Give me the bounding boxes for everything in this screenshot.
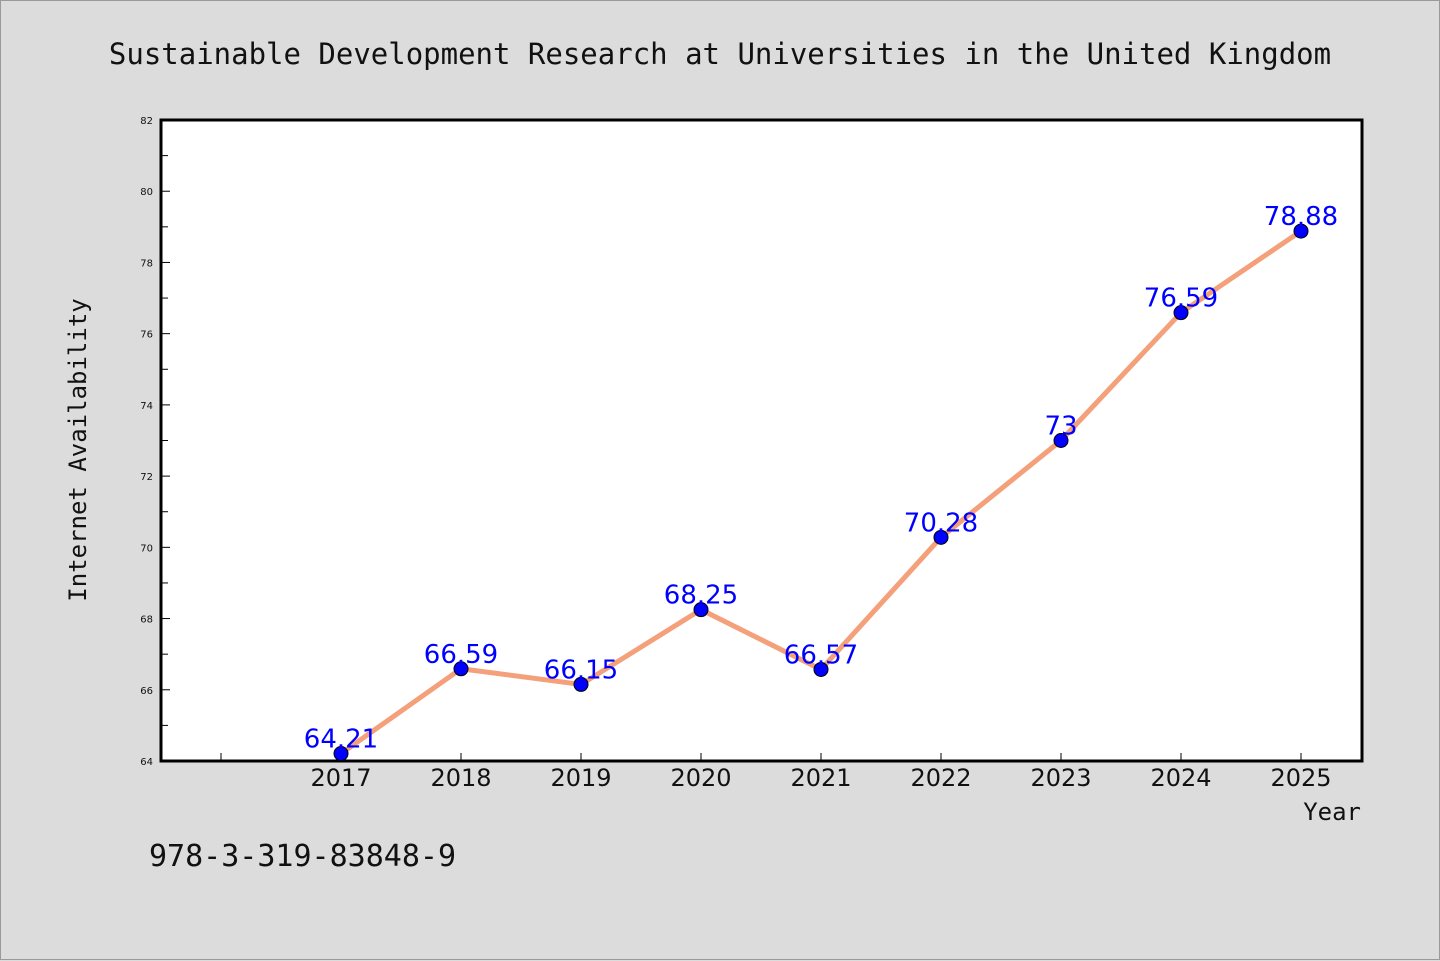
plot-area	[159, 118, 1364, 763]
isbn-text: 978-3-319-83848-9	[149, 839, 456, 874]
chart-title: Sustainable Development Research at Univ…	[109, 37, 1331, 71]
data-point	[1293, 223, 1309, 239]
data-point	[573, 676, 589, 692]
y-axis-ticks: 64 66 68 70 72 74 76 78 80 82	[140, 116, 170, 768]
x-axis-ticks: 2017 2018 2019 2020 2021 2022 2023 2024 2025	[220, 753, 1332, 792]
y-tick-label: 70	[140, 543, 153, 554]
data-label: 66.15	[544, 655, 618, 685]
plot-border	[159, 118, 1364, 763]
y-tick-label: 64	[140, 757, 153, 768]
data-label: 76.59	[1144, 284, 1218, 314]
y-tick-label: 72	[140, 472, 153, 483]
x-tick-label: 2017	[310, 764, 371, 792]
data-label-layer: 64.21 66.59 66.15 68.25 66.57 70.28 73 76.59 78.…	[304, 202, 1338, 754]
data-label: 66.57	[784, 640, 858, 670]
x-tick-label: 2021	[790, 764, 851, 792]
data-point	[1173, 305, 1189, 321]
y-tick-label: 66	[140, 686, 153, 697]
x-tick-label: 2023	[1030, 764, 1091, 792]
data-label: 70.28	[904, 508, 978, 538]
y-tick-label: 74	[140, 401, 153, 412]
data-label: 66.59	[424, 640, 498, 670]
data-point	[933, 529, 949, 545]
data-label: 73	[1044, 412, 1077, 442]
series-layer	[333, 223, 1309, 762]
y-tick-label: 76	[140, 330, 153, 341]
data-label: 78.88	[1264, 202, 1338, 232]
data-point	[453, 661, 469, 677]
y-axis-title: Internet Availability	[64, 298, 92, 601]
x-tick-label: 2019	[550, 764, 611, 792]
data-label: 68.25	[664, 581, 738, 611]
y-tick-label: 68	[140, 615, 153, 626]
data-label: 64.21	[304, 725, 378, 755]
y-tick-label: 80	[140, 187, 153, 198]
x-tick-label: 2022	[910, 764, 971, 792]
x-axis-title: Year	[1303, 798, 1361, 826]
data-point	[1053, 433, 1069, 448]
y-tick-label: 78	[140, 258, 153, 269]
x-tick-label: 2024	[1150, 764, 1211, 792]
data-point	[693, 602, 709, 618]
y-tick-label: 82	[140, 116, 153, 127]
x-tick-label: 2025	[1270, 764, 1331, 792]
data-point	[333, 746, 349, 762]
x-tick-label: 2018	[430, 764, 491, 792]
data-point	[813, 661, 829, 677]
x-tick-label: 2020	[670, 764, 731, 792]
